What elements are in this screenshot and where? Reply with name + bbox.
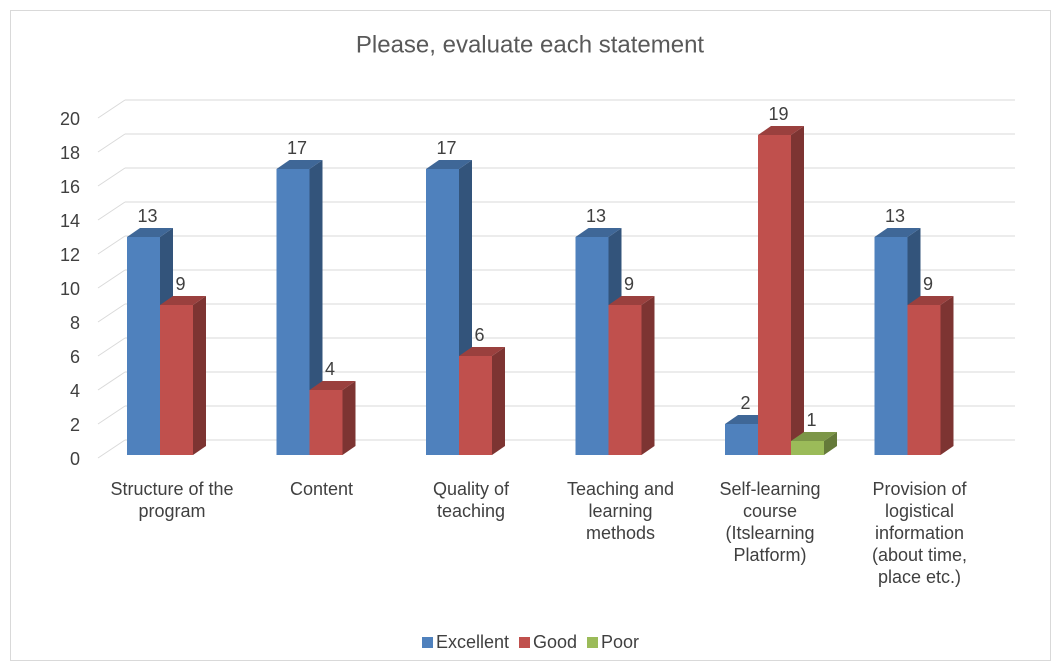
bar-side <box>791 126 804 455</box>
legend-swatch <box>587 637 599 648</box>
bar-top <box>276 160 323 169</box>
data-label: 17 <box>436 138 456 158</box>
bar-top <box>758 126 804 135</box>
data-label: 13 <box>137 206 157 226</box>
grid-line-side <box>97 303 126 323</box>
bar <box>608 296 655 455</box>
bar-side <box>641 296 655 455</box>
legend-label: Excellent <box>435 632 509 652</box>
data-label: 9 <box>175 274 185 294</box>
grid-line-side <box>97 167 126 187</box>
bar-side <box>824 432 837 455</box>
chart-title: Please, evaluate each statement <box>356 31 705 58</box>
legend: Excellent Good Poor <box>0 632 1061 653</box>
bar-top <box>907 296 954 305</box>
grid-line-side <box>97 439 126 459</box>
legend-label: Good <box>532 632 578 652</box>
bar-side <box>492 347 505 455</box>
data-label: 6 <box>474 325 484 345</box>
bar-front <box>160 305 193 455</box>
bar-front <box>426 169 459 455</box>
grid-line-side <box>97 405 126 425</box>
grid-line-side <box>97 337 126 357</box>
bar <box>160 296 206 455</box>
legend-item: Good <box>518 632 578 653</box>
bar-front <box>608 305 642 455</box>
bar-side <box>193 296 206 455</box>
x-tick-label: Content <box>289 479 354 499</box>
data-label: 4 <box>325 359 335 379</box>
bar <box>791 432 837 455</box>
y-tick-label: 2 <box>70 415 80 435</box>
bar-front <box>725 424 758 455</box>
bar-front <box>907 305 941 455</box>
bar <box>459 347 505 455</box>
grid-line-side <box>97 235 126 255</box>
bar-front <box>874 237 908 455</box>
bar-front <box>575 237 609 455</box>
bar-front <box>127 237 160 455</box>
y-tick-label: 10 <box>60 279 80 299</box>
bar-front <box>459 356 492 455</box>
bar <box>758 126 804 455</box>
y-tick-label: 16 <box>60 177 80 197</box>
grid-line-side <box>97 371 126 391</box>
legend-item: Excellent <box>421 632 509 653</box>
bar-top <box>426 160 472 169</box>
bar-top <box>608 296 655 305</box>
y-tick-label: 8 <box>70 313 80 333</box>
y-tick-label: 4 <box>70 381 80 401</box>
legend-item: Poor <box>587 632 639 653</box>
bar-front <box>276 169 310 455</box>
bar-top <box>160 296 206 305</box>
grid-line-side <box>97 99 126 119</box>
bar-front <box>758 135 791 455</box>
grid-line-side <box>97 269 126 289</box>
bar-side <box>342 381 356 455</box>
data-label: 1 <box>806 410 816 430</box>
y-tick-label: 14 <box>60 211 80 231</box>
y-tick-label: 0 <box>70 449 80 469</box>
y-tick-label: 20 <box>60 109 80 129</box>
y-tick-label: 12 <box>60 245 80 265</box>
bar-side <box>940 296 954 455</box>
data-label: 2 <box>740 393 750 413</box>
data-label: 9 <box>624 274 634 294</box>
bar <box>907 296 954 455</box>
bar-top <box>309 381 356 390</box>
y-tick-label: 6 <box>70 347 80 367</box>
data-label: 17 <box>287 138 307 158</box>
data-label: 13 <box>885 206 905 226</box>
data-label: 19 <box>768 104 788 124</box>
bar <box>276 160 323 455</box>
grid-line-side <box>97 201 126 221</box>
bar-side <box>309 160 323 455</box>
data-label: 9 <box>923 274 933 294</box>
bar-top <box>459 347 505 356</box>
bar-front <box>791 441 824 455</box>
bar-top <box>575 228 622 237</box>
bar-top <box>874 228 921 237</box>
legend-swatch <box>518 637 530 648</box>
bar <box>309 381 356 455</box>
bar-front <box>309 390 343 455</box>
y-tick-label: 18 <box>60 143 80 163</box>
data-label: 13 <box>586 206 606 226</box>
x-tick-label: Self-learning course (Itslearning Platfo… <box>719 479 821 565</box>
grid-line-side <box>97 133 126 153</box>
bar-top <box>127 228 173 237</box>
bar-top <box>791 432 837 441</box>
legend-label: Poor <box>601 632 640 652</box>
x-tick-label: Structure of the program <box>110 479 234 521</box>
x-tick-label: Provision of logistical information (abo… <box>871 479 968 587</box>
legend-swatch <box>421 637 433 648</box>
x-tick-label: Teaching and learning methods <box>566 479 675 543</box>
x-tick-label: Quality of teaching <box>432 479 510 521</box>
